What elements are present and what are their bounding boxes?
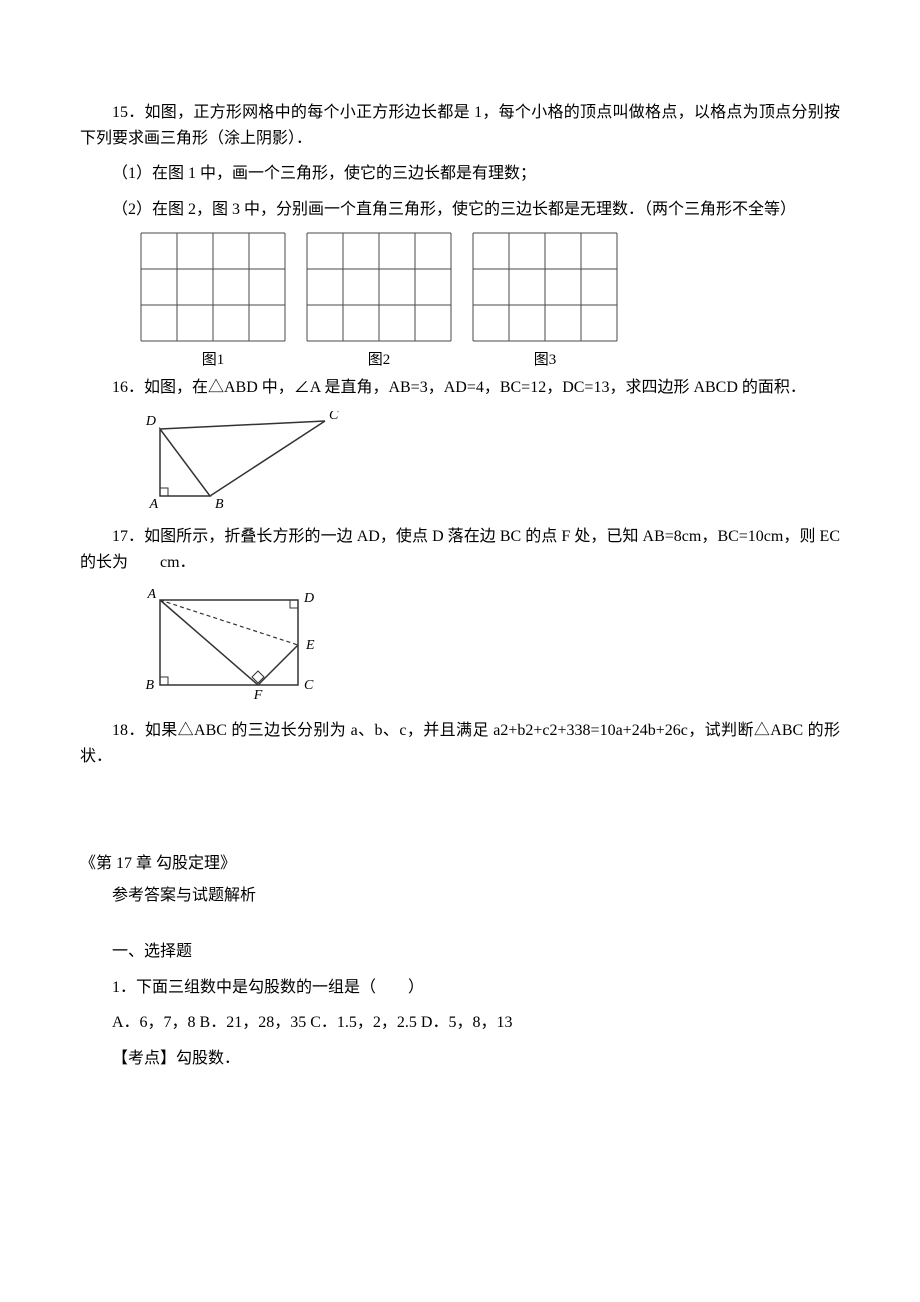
grid-box-1: 图1 xyxy=(140,232,286,369)
q18-text: 18．如果△ABC 的三边长分别为 a、b、c，并且满足 a2+b2+c2+33… xyxy=(80,718,840,769)
q16-figure: A B D C xyxy=(140,411,840,516)
grid-svg-1 xyxy=(140,232,286,342)
grid-box-3: 图3 xyxy=(472,232,618,369)
q17-figure: A D B C F E xyxy=(140,585,840,710)
svg-text:C: C xyxy=(329,411,339,423)
q16-svg: A B D C xyxy=(140,411,340,511)
grid-label-2: 图2 xyxy=(368,348,391,369)
q15-sub2: （2）在图 2，图 3 中，分别画一个直角三角形，使它的三边长都是无理数．（两个… xyxy=(80,197,840,223)
grid-box-2: 图2 xyxy=(306,232,452,369)
svg-text:C: C xyxy=(304,678,314,693)
svg-text:F: F xyxy=(253,688,263,703)
grid-svg-2 xyxy=(306,232,452,342)
spacer xyxy=(80,919,840,939)
q15-grids: 图1 图2 图3 xyxy=(140,232,840,369)
svg-text:E: E xyxy=(305,638,315,653)
answers-q1-point: 【考点】勾股数． xyxy=(80,1046,840,1072)
spacer xyxy=(80,779,840,809)
answers-title: 参考答案与试题解析 xyxy=(80,883,840,909)
answers-chapter: 《第 17 章 勾股定理》 xyxy=(80,849,840,873)
answers-q1-options: A．6，7，8 B．21，28，35 C．1.5，2，2.5 D．5，8，13 xyxy=(80,1010,840,1036)
svg-text:A: A xyxy=(146,587,156,602)
q17-text: 17．如图所示，折叠长方形的一边 AD，使点 D 落在边 BC 的点 F 处，已… xyxy=(80,524,840,575)
q16-text: 16．如图，在△ABD 中，∠A 是直角，AB=3，AD=4，BC=12，DC=… xyxy=(80,375,840,401)
svg-text:D: D xyxy=(145,414,156,429)
q17-svg: A D B C F E xyxy=(140,585,330,705)
svg-text:B: B xyxy=(145,678,154,693)
answers-section: 一、选择题 xyxy=(80,939,840,965)
answers-q1: 1．下面三组数中是勾股数的一组是（ ） xyxy=(80,975,840,1001)
grid-svg-3 xyxy=(472,232,618,342)
svg-text:D: D xyxy=(303,591,314,606)
q15-sub1: （1）在图 1 中，画一个三角形，使它的三边长都是有理数； xyxy=(80,161,840,187)
grid-label-3: 图3 xyxy=(534,348,557,369)
svg-text:B: B xyxy=(215,497,224,511)
grid-label-1: 图1 xyxy=(202,348,225,369)
q15-text: 15．如图，正方形网格中的每个小正方形边长都是 1，每个小格的顶点叫做格点，以格… xyxy=(80,100,840,151)
svg-text:A: A xyxy=(148,497,158,511)
